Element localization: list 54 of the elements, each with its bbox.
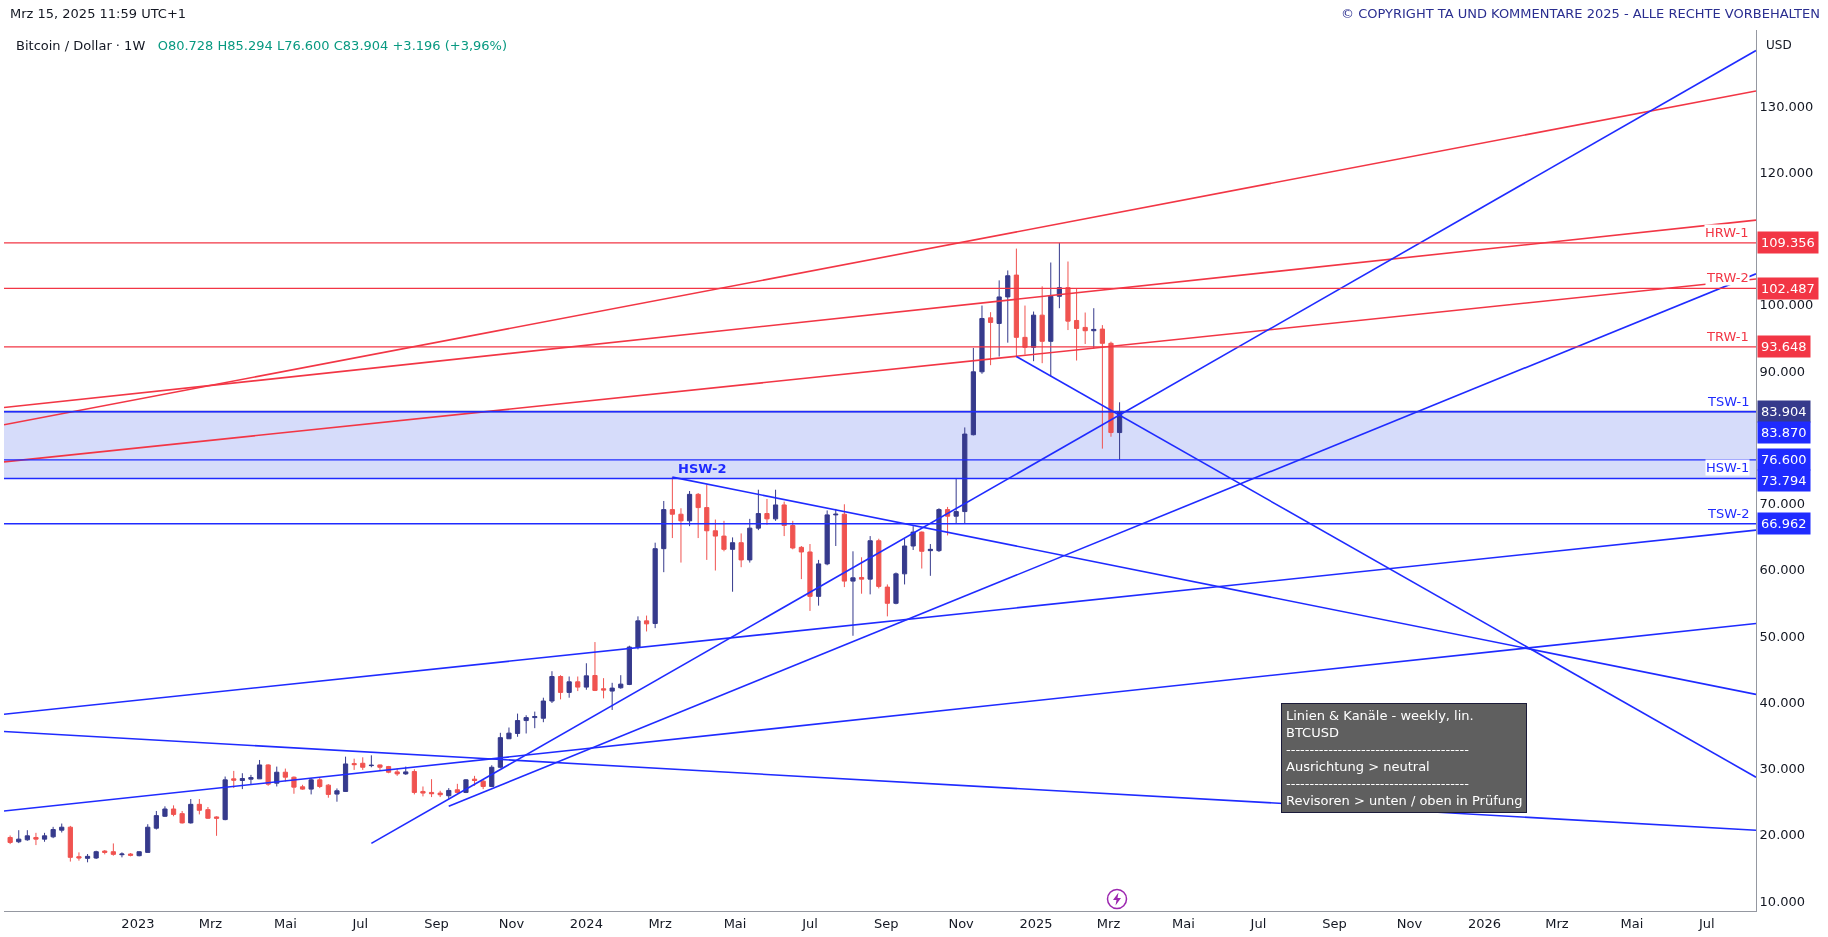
text: Mrz 15, 2025 11:59 UTC+1: [10, 6, 187, 21]
text: 109.356: [1761, 235, 1815, 250]
x-tick-label: Jul: [1698, 915, 1715, 931]
text: 66.962: [1761, 516, 1807, 531]
x-tick-label: Mrz: [1096, 915, 1121, 931]
text: 83.870: [1761, 425, 1807, 440]
text: 102.487: [1761, 281, 1815, 296]
annotation: Linien & Kanäle - weekly, lin. BTCUSD --------------------------------------- Ausrichtung > neutral --------------------------------------- Revisoren > unten / oben in Prüfung: [1286, 708, 1523, 808]
x-tick-label: Mai: [1172, 915, 1195, 931]
y-tick-label: 130.000: [1759, 98, 1814, 114]
y-axis-title: USD: [1766, 38, 1792, 52]
x-tick-label: 2025: [1019, 915, 1053, 931]
x-tick-label: 2026: [1467, 915, 1502, 931]
x-tick-label: Mai: [1620, 915, 1644, 931]
y-tick-label: 90.000: [1759, 363, 1806, 379]
ref-line-label: HRW-1: [1705, 225, 1749, 240]
ref-line-label: TSW-2: [1707, 506, 1750, 521]
y-tick-label: 120.000: [1759, 164, 1814, 180]
ref-line-label: TRW-2: [1706, 270, 1749, 285]
y-tick-label: 20.000: [1759, 827, 1806, 843]
x-tick-label: Jul: [801, 915, 818, 931]
x-tick-label: Mrz: [198, 915, 223, 931]
text: 73.794: [1761, 473, 1807, 488]
ref-line-label: TRW-1: [1706, 329, 1749, 344]
text: © COPYRIGHT TA UND KOMMENTARE 2025 - ALLE RECHTE VORBEHALTEN: [1341, 6, 1820, 21]
x-tick-label: Sep: [1322, 915, 1347, 931]
x-tick-label: Jul: [351, 915, 369, 931]
annotation: HSW-2: [678, 461, 727, 476]
x-tick-label: 2024: [569, 915, 603, 931]
x-tick-label: Sep: [424, 915, 449, 931]
y-tick-label: 30.000: [1759, 761, 1806, 777]
text: O80.728 H85.294 L76.600 C83.904 +3.196 (+3,96%): [157, 38, 508, 53]
x-tick-label: Nov: [498, 915, 525, 931]
y-tick-label: 40.000: [1759, 694, 1806, 710]
y-tick-label: 10.000: [1759, 893, 1806, 909]
x-tick-label: Mai: [723, 915, 747, 931]
text: 83.904: [1761, 404, 1807, 419]
y-tick-label: 60.000: [1759, 562, 1806, 578]
ref-line-label: TSW-1: [1707, 394, 1750, 409]
text: Bitcoin / Dollar · 1W: [16, 38, 146, 53]
x-tick-label: 2023: [121, 915, 155, 931]
x-tick-label: Nov: [1396, 915, 1423, 931]
text: 76.600: [1761, 452, 1807, 467]
y-tick-label: 70.000: [1759, 496, 1806, 512]
ref-line-label: HSW-1: [1706, 460, 1750, 475]
x-tick-label: Mrz: [648, 915, 672, 931]
x-tick-label: Mai: [273, 915, 297, 931]
x-tick-label: Mrz: [1545, 915, 1569, 931]
x-tick-label: Jul: [1249, 915, 1267, 931]
y-tick-label: 100.000: [1759, 297, 1814, 313]
x-tick-label: Nov: [948, 915, 975, 931]
text: 93.648: [1761, 339, 1807, 354]
x-tick-label: Sep: [873, 915, 899, 931]
y-tick-label: 50.000: [1759, 628, 1806, 644]
